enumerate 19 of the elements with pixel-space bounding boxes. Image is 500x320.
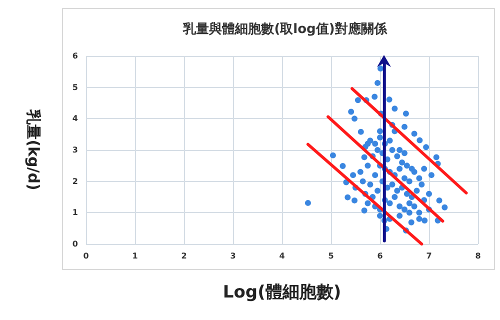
x-tick-label: 3 (230, 252, 236, 260)
y-tick-label: 0 (72, 240, 78, 248)
chart-title: 乳量與體細胞數(取log值)對應關係 (182, 21, 388, 37)
x-tick-label: 5 (328, 252, 334, 260)
x-tick-label: 2 (181, 252, 187, 260)
x-tick-label: 1 (132, 252, 138, 260)
y-tick-label: 5 (72, 82, 78, 92)
y-tick-label: 3 (72, 146, 78, 154)
x-axis-title: Log(體細胞數) (222, 282, 342, 302)
y-tick-label: 1 (72, 208, 78, 218)
y-tick-label: 6 (72, 52, 78, 60)
y-tick-label: 4 (72, 114, 78, 124)
y-axis-title: 乳量(kg/d) (24, 108, 42, 190)
x-tick-label: 0 (83, 252, 90, 260)
x-tick-label: 6 (377, 252, 384, 260)
x-tick-label: 8 (475, 252, 482, 260)
x-tick-label: 7 (426, 252, 432, 260)
x-tick-label: 4 (279, 252, 286, 260)
y-tick-label: 2 (72, 176, 78, 186)
